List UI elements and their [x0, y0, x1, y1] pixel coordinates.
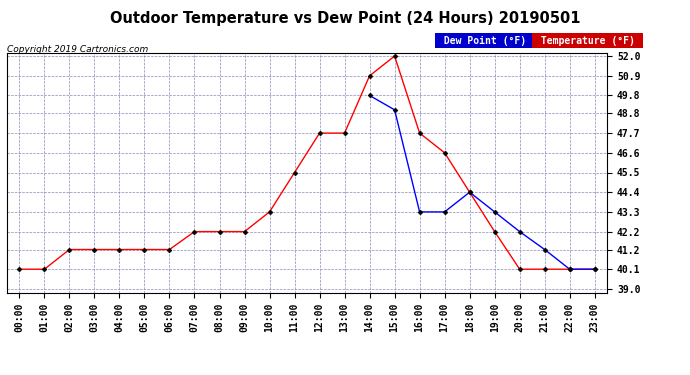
- Text: Dew Point (°F): Dew Point (°F): [438, 36, 532, 46]
- Text: Temperature (°F): Temperature (°F): [535, 36, 640, 46]
- Text: Copyright 2019 Cartronics.com: Copyright 2019 Cartronics.com: [7, 45, 148, 54]
- Text: Outdoor Temperature vs Dew Point (24 Hours) 20190501: Outdoor Temperature vs Dew Point (24 Hou…: [110, 11, 580, 26]
